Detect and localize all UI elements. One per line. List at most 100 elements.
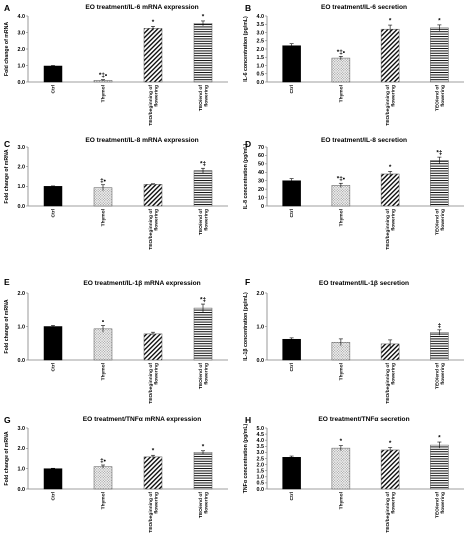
panel-letter: D: [245, 139, 251, 149]
category-label: TEO/end offlowering: [198, 492, 210, 518]
significance-label: *‡•: [99, 72, 108, 79]
y-tick-label: 1.0: [257, 324, 265, 330]
bar-2: [331, 185, 351, 207]
category-label: Thymol: [338, 491, 344, 509]
y-tick-label: 3.0: [18, 30, 26, 36]
significance-label: *: [389, 164, 392, 171]
category-label: Ctrl: [289, 84, 295, 93]
y-tick-label: 2.0: [257, 47, 265, 53]
significance-label: *‡: [200, 297, 206, 304]
category-label: TEO/beginning offlowering: [385, 492, 397, 533]
category-label: TEO/beginning offlowering: [148, 209, 160, 250]
significance-label: ‡•: [100, 458, 107, 465]
chart-title: EO treatment/IL-8 secretion: [321, 137, 407, 144]
y-axis-label: IL-1β concentration (pg/mL): [243, 292, 249, 361]
bar-1: [282, 457, 301, 490]
bar-2: [93, 328, 113, 361]
significance-label: *: [438, 435, 441, 442]
y-tick-label: 4.5: [257, 432, 265, 438]
y-tick-label: 4.0: [257, 14, 265, 20]
significance-label: *‡: [436, 150, 442, 157]
y-axis-label: Fold change of mRNA: [4, 22, 10, 76]
bar-4: [430, 332, 449, 361]
category-label: TEO/beginning offlowering: [385, 85, 397, 126]
category-label: Thymol: [338, 208, 344, 226]
panel-letter: G: [4, 415, 11, 425]
category-label: TEO/end offlowering: [434, 492, 446, 518]
bar-1: [43, 468, 63, 490]
y-tick-label: 10: [258, 195, 264, 201]
significance-label: *: [152, 19, 155, 26]
chart-title: EO treatment/TNFα secretion: [318, 416, 409, 423]
y-axis-label: Fold change of mRNA: [4, 299, 10, 353]
significance-label: ‡•: [100, 177, 107, 184]
chart-title: EO treatment/IL-1β mRNA expression: [83, 280, 200, 287]
chart-panel-c: C EO treatment/IL-8 mRNA expression Fold c…: [4, 137, 228, 250]
category-label: Thymol: [101, 208, 107, 226]
category-label: TEO/beginning offlowering: [148, 492, 160, 533]
bar-1: [43, 65, 63, 83]
chart-title: EO treatment/IL-6 mRNA expression: [85, 4, 198, 11]
chart-panel-a: A EO treatment/IL-6 mRNA expression Fold c…: [4, 3, 228, 126]
category-label: TEO/end offlowering: [434, 85, 446, 111]
panel-letter: A: [4, 3, 10, 13]
y-axis-label: Fold change of mRNA: [4, 149, 10, 203]
bar-4: [193, 170, 213, 207]
y-tick-label: 2.5: [257, 456, 265, 462]
category-label: Thymol: [101, 362, 107, 380]
y-tick-label: 1.0: [257, 63, 265, 69]
y-tick-label: 2.0: [18, 47, 26, 53]
category-label: TEO/end offlowering: [198, 209, 210, 235]
panel-letter: C: [4, 139, 10, 149]
bar-4: [430, 160, 449, 207]
panel-letter: B: [245, 3, 251, 13]
category-label: TEO/end offlowering: [198, 85, 210, 111]
category-label: Ctrl: [289, 362, 295, 371]
y-tick-label: 3.5: [257, 444, 265, 450]
y-tick-label: 0.5: [257, 72, 265, 78]
bar-1: [282, 338, 301, 361]
y-tick-label: 70: [258, 145, 264, 151]
y-tick-label: 0.0: [257, 487, 265, 493]
chart-title: EO treatment/TNFα mRNA expression: [83, 416, 202, 423]
significance-label: *: [389, 18, 392, 25]
category-label: Thymol: [338, 362, 344, 380]
bar-1: [282, 180, 301, 207]
y-tick-label: 1.0: [18, 324, 26, 330]
bar-3: [143, 333, 163, 361]
y-tick-label: 50: [258, 162, 264, 168]
y-tick-label: 0.5: [257, 481, 265, 487]
y-tick-label: 4.0: [18, 14, 26, 20]
y-tick-label: 1.0: [18, 184, 26, 190]
category-label: Ctrl: [289, 491, 295, 500]
y-axis-label: IL-6 concentration (pg/mL): [243, 16, 249, 82]
chart-title: EO treatment/IL-1β secretion: [319, 280, 409, 287]
category-label: TEO/end offlowering: [434, 209, 446, 235]
significance-label: *: [202, 443, 205, 450]
category-label: Ctrl: [51, 84, 57, 93]
bar-1: [43, 326, 63, 361]
bar-1: [43, 186, 63, 207]
bar-2: [331, 57, 351, 83]
bar-3: [143, 28, 163, 83]
category-label: Ctrl: [289, 208, 295, 217]
bar-3: [380, 173, 400, 207]
bar-2: [331, 447, 351, 490]
y-tick-label: 2.0: [18, 446, 26, 452]
y-tick-label: 5.0: [257, 426, 265, 432]
category-label: Thymol: [338, 84, 344, 102]
y-tick-label: 1.5: [257, 55, 265, 61]
significance-label: *‡: [200, 161, 206, 168]
y-tick-label: 1.0: [18, 466, 26, 472]
y-axis-label: Fold change of mRNA: [4, 431, 10, 485]
chart-panel-g: G EO treatment/TNFα mRNA expression Fold c…: [4, 415, 228, 533]
category-label: TEO/beginning offlowering: [385, 209, 397, 250]
y-tick-label: 3.0: [257, 450, 265, 456]
bar-1: [282, 45, 301, 83]
category-label: Ctrl: [51, 362, 57, 371]
category-label: Thymol: [101, 84, 107, 102]
y-tick-label: 20: [258, 187, 264, 193]
y-tick-label: 3.0: [18, 426, 26, 432]
panel-letter: H: [245, 415, 251, 425]
